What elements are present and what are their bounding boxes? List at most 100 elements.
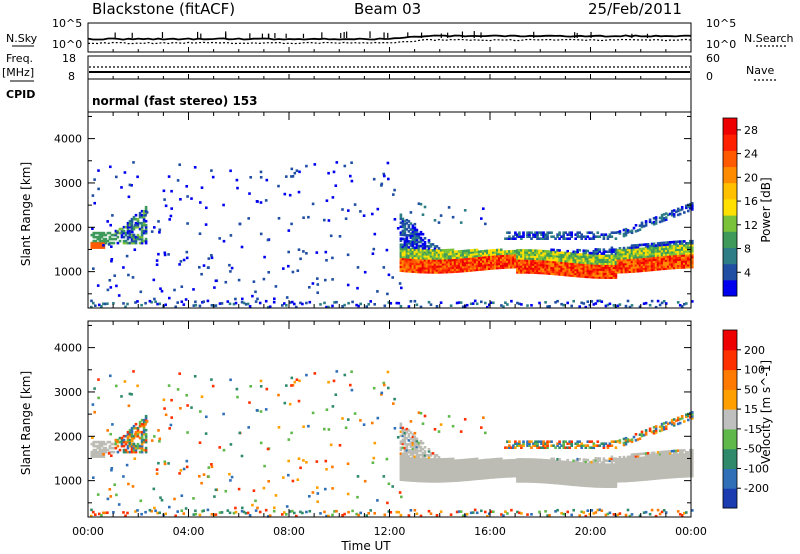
range-gate-cell bbox=[431, 255, 435, 258]
range-gate-cell bbox=[510, 461, 513, 464]
range-gate-cell bbox=[668, 243, 672, 246]
range-gate-cell bbox=[417, 461, 421, 465]
range-gate-cell bbox=[532, 474, 535, 477]
range-gate-cell bbox=[407, 258, 411, 261]
range-gate-cell bbox=[433, 261, 437, 264]
range-gate-cell bbox=[496, 260, 499, 264]
range-gate-cell bbox=[634, 268, 638, 271]
range-gate-cell bbox=[136, 430, 140, 434]
range-gate-cell bbox=[590, 253, 594, 257]
range-gate-cell bbox=[488, 263, 491, 266]
range-gate-cell bbox=[636, 255, 640, 259]
range-gate-cell bbox=[435, 478, 439, 481]
range-gate-cell bbox=[600, 485, 604, 488]
range-gate-cell bbox=[490, 460, 493, 463]
range-gate-cell bbox=[538, 255, 541, 259]
range-gate-cell bbox=[142, 211, 146, 215]
range-gate-cell bbox=[451, 459, 455, 463]
range-gate-cell bbox=[602, 459, 606, 462]
range-gate-cell bbox=[554, 463, 557, 467]
range-gate-cell bbox=[582, 249, 586, 252]
range-gate-cell bbox=[144, 207, 148, 211]
range-gate-cell bbox=[469, 474, 473, 477]
range-gate-cell bbox=[383, 513, 387, 517]
range-gate-cell bbox=[413, 264, 417, 268]
range-gate-cell bbox=[584, 257, 588, 261]
range-gate-cell bbox=[552, 459, 555, 463]
range-gate-cell bbox=[477, 258, 481, 261]
range-gate-cell bbox=[469, 249, 473, 252]
range-gate-cell bbox=[140, 223, 144, 227]
range-gate-cell bbox=[488, 249, 491, 253]
range-gate-cell bbox=[602, 274, 606, 277]
range-gate-cell bbox=[459, 463, 463, 466]
range-gate-cell bbox=[586, 474, 590, 478]
range-gate-cell bbox=[574, 256, 577, 260]
range-gate-cell bbox=[222, 448, 226, 452]
range-gate-cell bbox=[668, 261, 672, 264]
range-gate-cell bbox=[277, 184, 280, 188]
range-gate-cell bbox=[654, 248, 658, 251]
range-gate-cell bbox=[427, 476, 431, 479]
range-gate-cell bbox=[407, 443, 411, 446]
range-gate-cell bbox=[610, 252, 614, 256]
range-gate-cell bbox=[518, 257, 521, 260]
range-gate-cell bbox=[451, 250, 455, 254]
range-gate-cell bbox=[433, 269, 437, 272]
range-gate-cell bbox=[512, 470, 515, 474]
range-gate-cell bbox=[158, 440, 161, 443]
range-gate-cell bbox=[554, 256, 557, 260]
range-gate-cell bbox=[532, 470, 535, 473]
range-gate-cell bbox=[614, 264, 618, 267]
range-gate-cell bbox=[403, 265, 407, 269]
range-gate-cell bbox=[411, 260, 415, 263]
range-gate-cell bbox=[451, 252, 455, 256]
range-gate-cell bbox=[522, 265, 525, 268]
range-gate-cell bbox=[136, 217, 140, 221]
range-gate-cell bbox=[427, 466, 431, 469]
range-gate-cell bbox=[530, 271, 533, 274]
range-gate-cell bbox=[475, 262, 479, 266]
range-gate-cell bbox=[528, 466, 531, 469]
range-gate-cell bbox=[596, 483, 600, 486]
range-gate-cell bbox=[480, 262, 483, 265]
range-gate-cell bbox=[419, 250, 423, 254]
range-gate-cell bbox=[689, 251, 692, 255]
range-gate-cell bbox=[644, 257, 648, 260]
range-gate-cell bbox=[405, 259, 409, 263]
range-gate-cell bbox=[616, 253, 620, 256]
range-gate-cell bbox=[602, 233, 606, 236]
range-gate-cell bbox=[100, 444, 104, 448]
range-gate-cell bbox=[518, 231, 521, 234]
range-gate-cell bbox=[200, 186, 204, 189]
range-gate-cell bbox=[457, 510, 461, 513]
range-gate-cell bbox=[353, 203, 357, 206]
range-gate-cell bbox=[630, 229, 634, 233]
range-gate-cell bbox=[443, 473, 447, 477]
range-gate-cell bbox=[558, 480, 561, 483]
range-gate-cell bbox=[516, 460, 519, 463]
range-gate-cell bbox=[558, 482, 561, 485]
nave-label: Nave bbox=[746, 64, 774, 77]
range-gate-cell bbox=[138, 450, 142, 454]
range-gate-cell bbox=[445, 479, 449, 483]
range-gate-cell bbox=[163, 407, 166, 410]
range-gate-cell bbox=[538, 257, 541, 261]
range-gate-cell bbox=[614, 252, 618, 255]
range-gate-cell bbox=[540, 480, 543, 484]
range-gate-cell bbox=[689, 263, 692, 267]
range-gate-cell bbox=[136, 221, 140, 225]
range-gate-cell bbox=[403, 436, 407, 440]
range-gate-cell bbox=[124, 239, 128, 243]
range-gate-cell bbox=[252, 489, 256, 492]
range-gate-cell bbox=[459, 254, 463, 257]
range-gate-cell bbox=[376, 499, 379, 502]
range-gate-cell bbox=[506, 475, 509, 478]
range-gate-cell bbox=[580, 470, 583, 473]
range-gate-cell bbox=[528, 480, 531, 483]
range-gate-cell bbox=[586, 231, 590, 234]
range-gate-cell bbox=[453, 266, 457, 269]
range-gate-cell bbox=[123, 171, 127, 174]
range-gate-cell bbox=[477, 475, 481, 478]
range-gate-cell bbox=[632, 260, 636, 263]
